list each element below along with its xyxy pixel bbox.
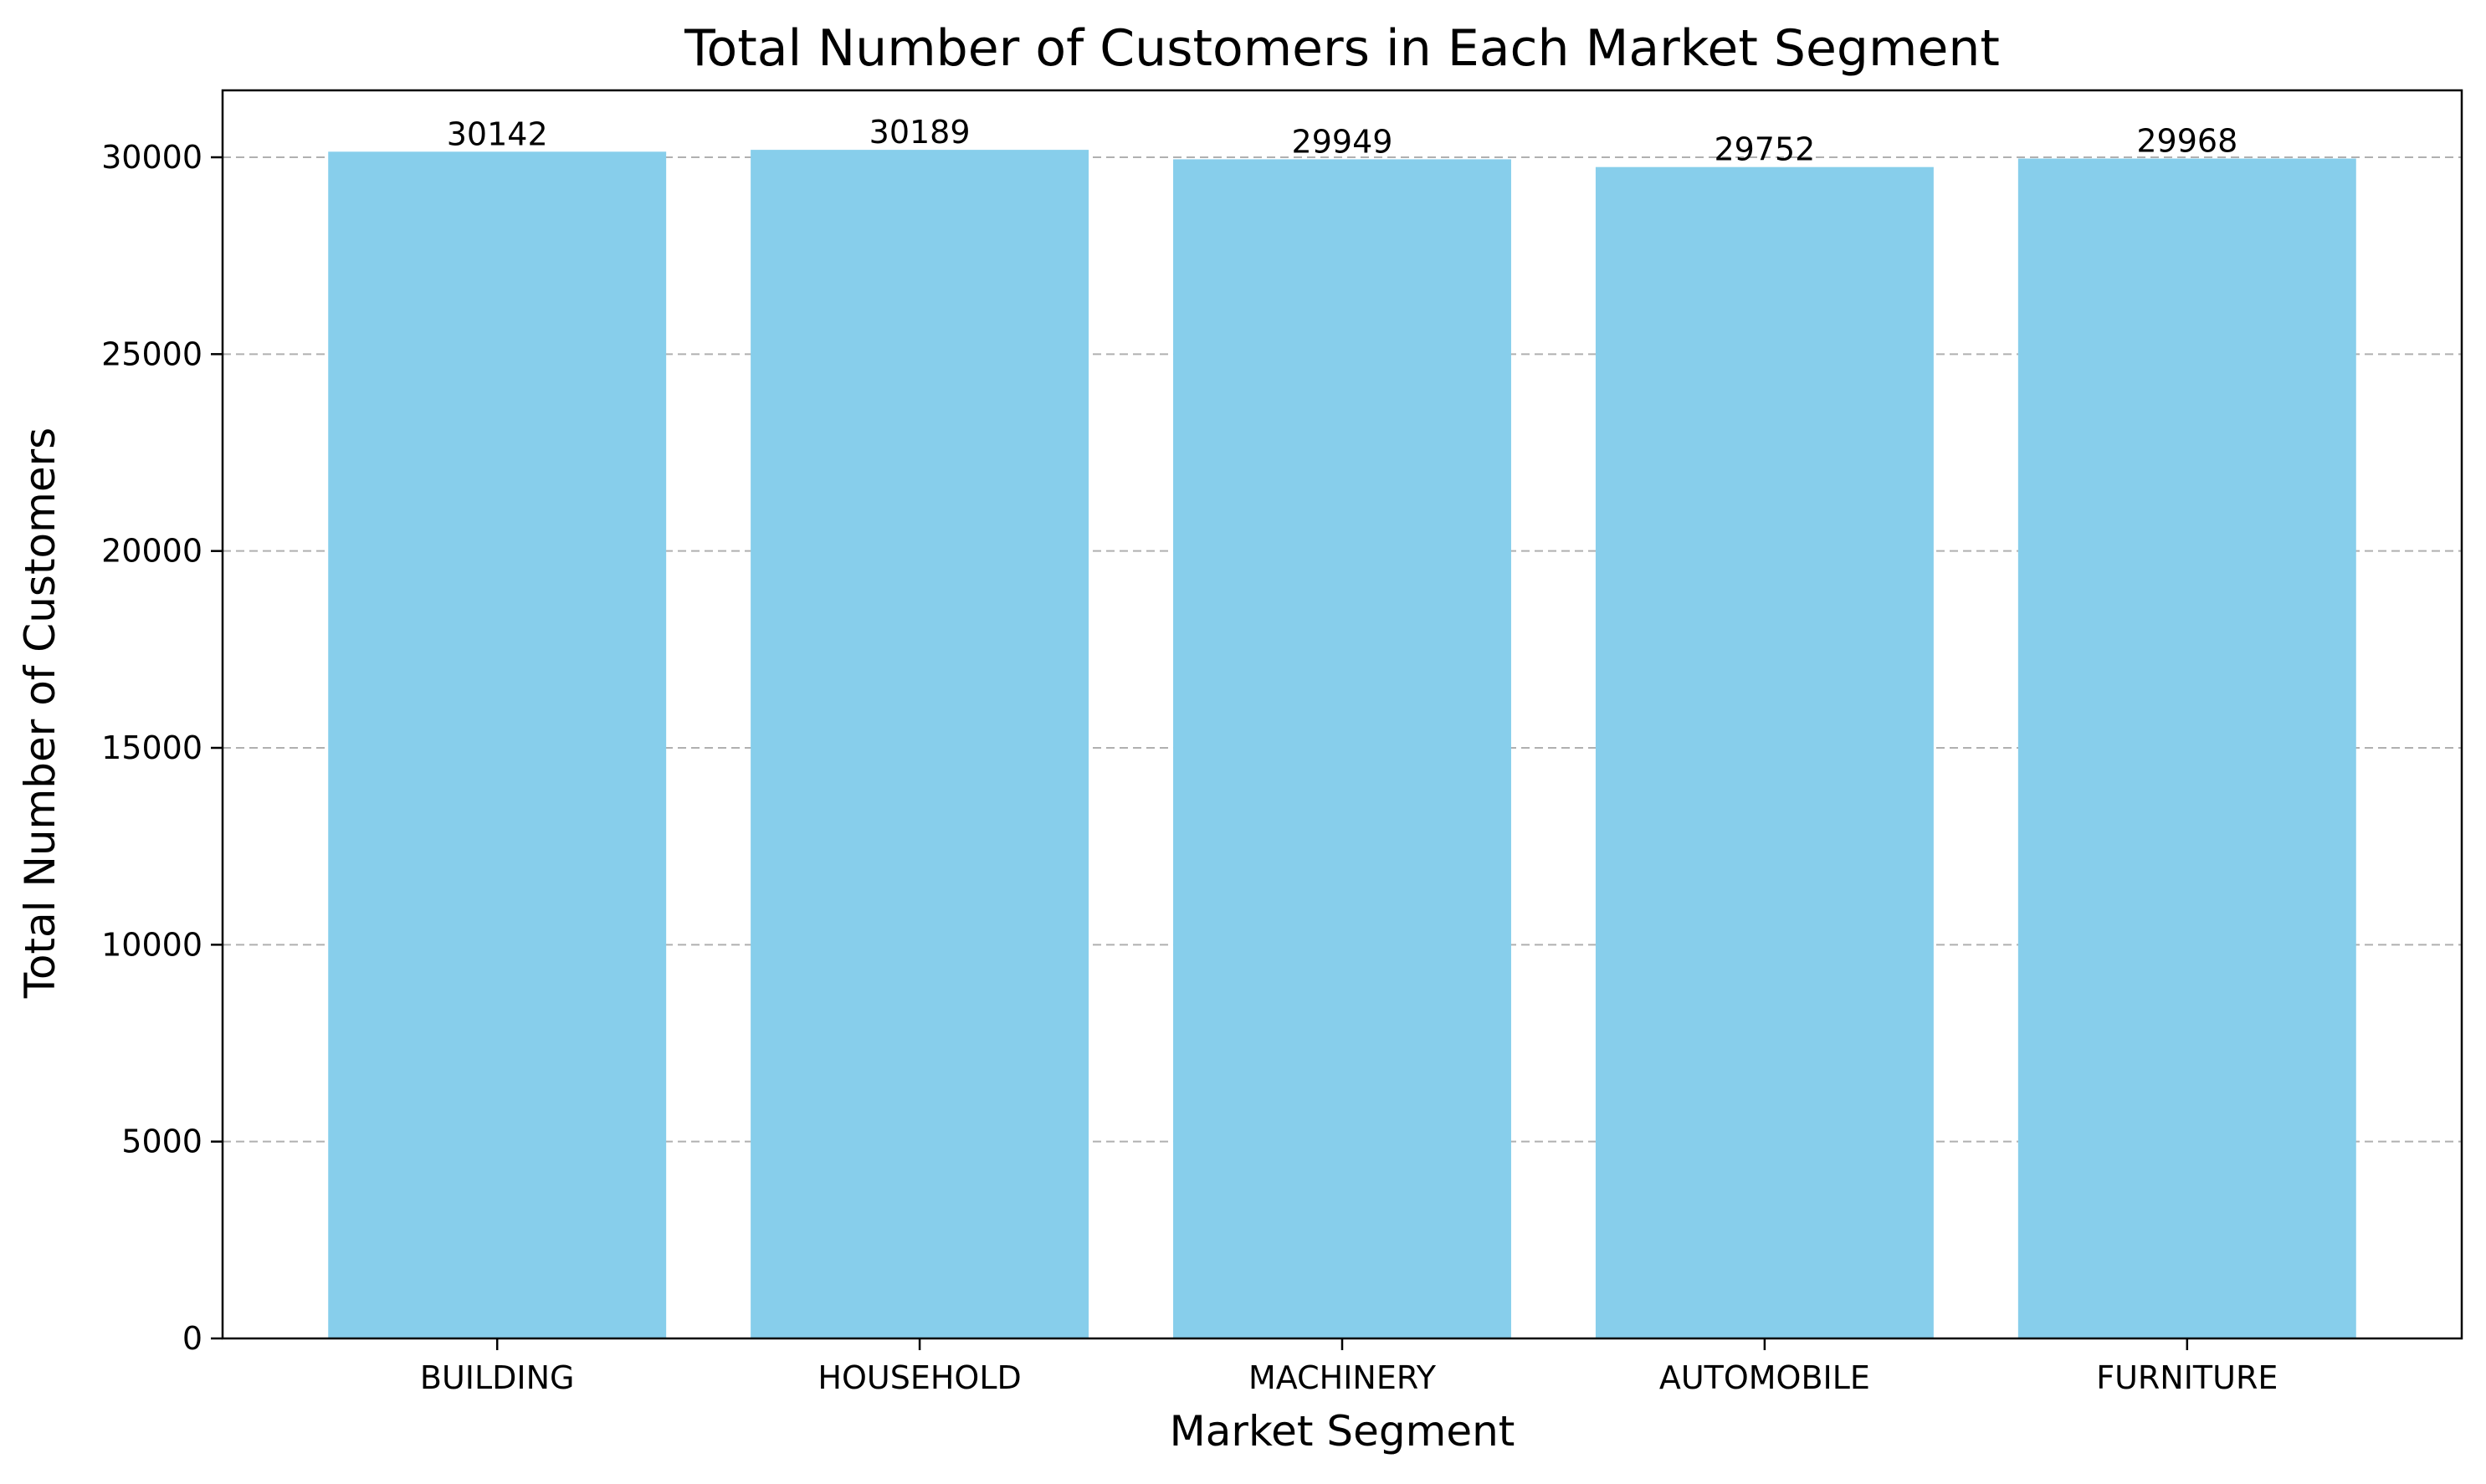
bars (328, 150, 2356, 1339)
y-tick-label: 25000 (101, 335, 202, 372)
y-axis-label: Total Number of Customers (16, 427, 64, 999)
x-tick-label: FURNITURE (2096, 1359, 2278, 1396)
bar-value-label: 30142 (447, 115, 548, 152)
x-tick-label: BUILDING (420, 1359, 575, 1396)
y-tick-label: 30000 (101, 139, 202, 176)
y-tick-label: 20000 (101, 533, 202, 570)
bar-value-labels: 30142 30189 29949 29752 29968 (447, 114, 2238, 168)
x-axis-ticks: BUILDING HOUSEHOLD MACHINERY AUTOMOBILE FURN… (420, 1338, 2278, 1396)
bar-value-label: 30189 (869, 114, 971, 151)
y-tick-label: 10000 (101, 926, 202, 963)
x-tick-label: AUTOMOBILE (1659, 1359, 1870, 1396)
y-tick-label: 0 (182, 1320, 202, 1357)
x-axis-label: Market Segment (1170, 1407, 1515, 1456)
y-axis-ticks: 0 5000 10000 15000 20000 25000 30000 (101, 139, 223, 1357)
chart-title: Total Number of Customers in Each Market… (684, 19, 2000, 78)
y-tick-label: 5000 (121, 1123, 202, 1160)
bar-household (751, 150, 1089, 1339)
y-tick-label: 15000 (101, 729, 202, 766)
x-tick-label: HOUSEHOLD (818, 1359, 1021, 1396)
bar-automobile (1595, 166, 1934, 1338)
bar-machinery (1173, 159, 1511, 1339)
bar-building (328, 151, 667, 1338)
bar-furniture (2017, 158, 2356, 1338)
bar-value-label: 29968 (2136, 123, 2237, 160)
x-tick-label: MACHINERY (1248, 1359, 1437, 1396)
bar-value-label: 29949 (1292, 123, 1393, 160)
bar-value-label: 29752 (1714, 131, 1815, 168)
